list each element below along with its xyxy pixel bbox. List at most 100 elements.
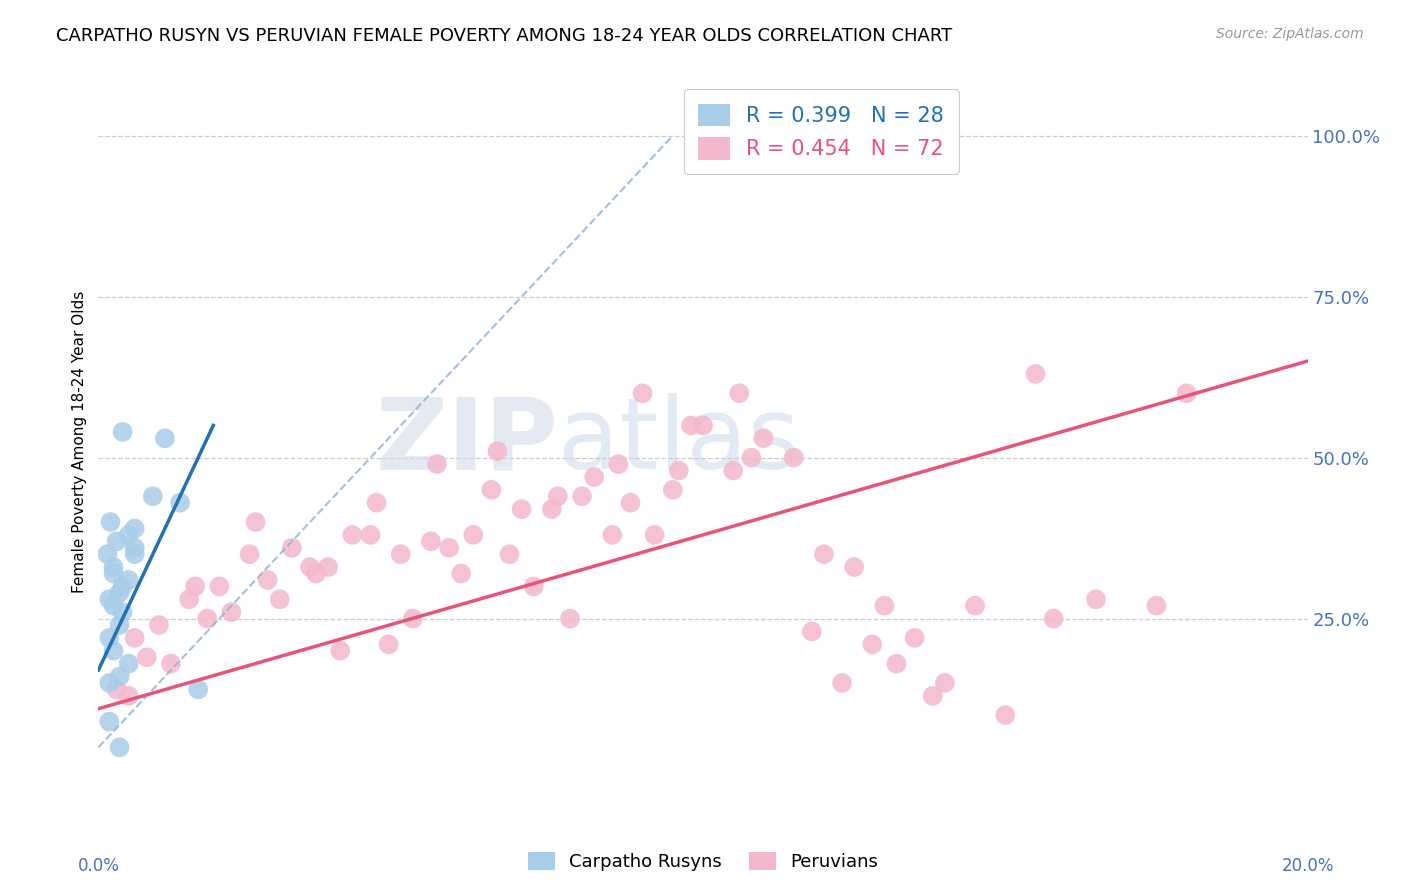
Point xyxy=(269,592,291,607)
Point xyxy=(179,592,201,607)
Point xyxy=(994,708,1017,723)
Point xyxy=(239,547,262,561)
Point xyxy=(486,444,509,458)
Point xyxy=(1175,386,1198,401)
Point xyxy=(965,599,987,613)
Text: CARPATHO RUSYN VS PERUVIAN FEMALE POVERTY AMONG 18-24 YEAR OLDS CORRELATION CHAR: CARPATHO RUSYN VS PERUVIAN FEMALE POVERT… xyxy=(56,27,952,45)
Point xyxy=(813,547,835,561)
Point xyxy=(96,547,118,561)
Point xyxy=(450,566,472,581)
Point xyxy=(934,676,956,690)
Point xyxy=(607,457,630,471)
Point xyxy=(160,657,183,671)
Point xyxy=(135,650,157,665)
Point xyxy=(728,386,751,401)
Point xyxy=(103,566,125,581)
Point xyxy=(723,463,745,477)
Point xyxy=(108,669,131,683)
Point xyxy=(644,528,666,542)
Point xyxy=(342,528,364,542)
Point xyxy=(800,624,823,639)
Point xyxy=(105,534,128,549)
Point xyxy=(169,496,191,510)
Text: atlas: atlas xyxy=(558,393,800,490)
Point xyxy=(184,579,207,593)
Point xyxy=(124,521,146,535)
Point xyxy=(148,618,170,632)
Point xyxy=(195,611,218,625)
Point xyxy=(1042,611,1064,625)
Point xyxy=(187,682,209,697)
Point xyxy=(111,605,134,619)
Point xyxy=(124,547,146,561)
Point xyxy=(583,470,606,484)
Point xyxy=(692,418,714,433)
Point xyxy=(540,502,562,516)
Text: ZIP: ZIP xyxy=(375,393,558,490)
Point xyxy=(740,450,762,465)
Point xyxy=(377,637,399,651)
Point xyxy=(510,502,533,516)
Point xyxy=(118,573,141,587)
Point xyxy=(571,489,593,503)
Point xyxy=(105,682,128,697)
Point xyxy=(366,496,388,510)
Point xyxy=(111,425,134,439)
Legend: Carpatho Rusyns, Peruvians: Carpatho Rusyns, Peruvians xyxy=(520,845,886,879)
Point xyxy=(360,528,382,542)
Point xyxy=(426,457,449,471)
Point xyxy=(98,631,121,645)
Point xyxy=(921,689,943,703)
Point xyxy=(481,483,503,497)
Point xyxy=(98,592,121,607)
Point xyxy=(245,515,267,529)
Point xyxy=(111,579,134,593)
Point xyxy=(118,689,141,703)
Legend: R = 0.399   N = 28, R = 0.454   N = 72: R = 0.399 N = 28, R = 0.454 N = 72 xyxy=(683,89,959,174)
Point xyxy=(98,714,121,729)
Point xyxy=(329,644,352,658)
Text: 0.0%: 0.0% xyxy=(77,857,120,875)
Point xyxy=(631,386,654,401)
Y-axis label: Female Poverty Among 18-24 Year Olds: Female Poverty Among 18-24 Year Olds xyxy=(72,291,87,592)
Point xyxy=(860,637,883,651)
Point xyxy=(402,611,425,625)
Point xyxy=(831,676,853,690)
Point xyxy=(316,560,339,574)
Point xyxy=(100,515,122,529)
Point xyxy=(602,528,624,542)
Point xyxy=(668,463,690,477)
Point xyxy=(886,657,908,671)
Point xyxy=(904,631,927,645)
Point xyxy=(1024,367,1046,381)
Point xyxy=(679,418,702,433)
Point xyxy=(299,560,322,574)
Point xyxy=(208,579,231,593)
Point xyxy=(437,541,460,555)
Point xyxy=(1146,599,1168,613)
Point xyxy=(463,528,485,542)
Text: 20.0%: 20.0% xyxy=(1281,857,1334,875)
Point xyxy=(103,599,125,613)
Point xyxy=(103,644,125,658)
Point xyxy=(98,676,121,690)
Point xyxy=(305,566,328,581)
Point xyxy=(281,541,304,555)
Point xyxy=(619,496,641,510)
Point xyxy=(118,528,141,542)
Point xyxy=(108,586,131,600)
Point xyxy=(783,450,806,465)
Point xyxy=(142,489,165,503)
Point xyxy=(389,547,412,561)
Point xyxy=(108,740,131,755)
Point xyxy=(498,547,520,561)
Point xyxy=(103,560,125,574)
Point xyxy=(873,599,896,613)
Point xyxy=(124,631,146,645)
Point xyxy=(118,657,141,671)
Point xyxy=(108,618,131,632)
Point xyxy=(547,489,569,503)
Point xyxy=(1085,592,1108,607)
Point xyxy=(661,483,683,497)
Text: Source: ZipAtlas.com: Source: ZipAtlas.com xyxy=(1216,27,1364,41)
